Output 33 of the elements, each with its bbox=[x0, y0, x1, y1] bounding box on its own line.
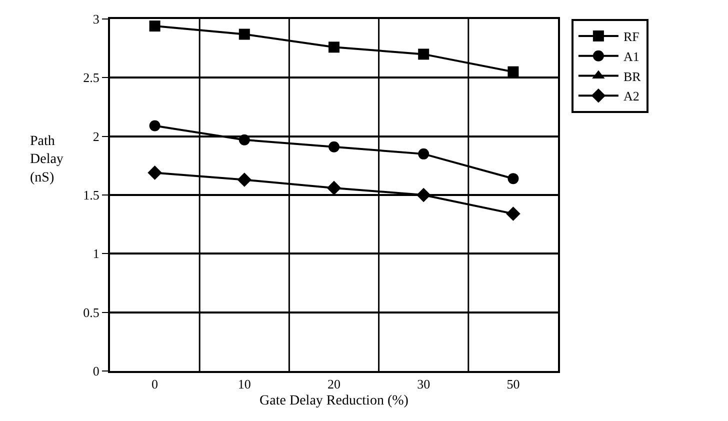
y-tick-label: 2 bbox=[92, 128, 100, 144]
point bbox=[328, 42, 340, 53]
x-tick-label: 0 bbox=[152, 376, 158, 392]
point bbox=[418, 148, 430, 160]
y-tick-label: 1 bbox=[92, 246, 100, 262]
point bbox=[149, 120, 160, 132]
y-tick-label: 3 bbox=[92, 12, 100, 27]
point bbox=[149, 20, 160, 32]
point bbox=[508, 66, 519, 78]
y-tick-label: 2.5 bbox=[83, 70, 100, 86]
point bbox=[148, 166, 162, 180]
legend-label: A1 bbox=[623, 48, 640, 64]
point bbox=[508, 173, 519, 184]
point bbox=[238, 28, 250, 40]
x-tick-label: 10 bbox=[238, 376, 251, 392]
legend-label: RF bbox=[623, 29, 640, 44]
point bbox=[237, 172, 252, 187]
point bbox=[416, 188, 431, 202]
point bbox=[328, 141, 340, 152]
point bbox=[506, 206, 520, 221]
point bbox=[418, 48, 430, 60]
x-tick-label: 30 bbox=[417, 376, 430, 392]
legend-label: BR bbox=[623, 68, 642, 84]
y-axis-title: Path Delay (nS) bbox=[30, 134, 64, 186]
point bbox=[326, 180, 342, 196]
legend-label: A2 bbox=[623, 88, 640, 104]
x-axis-title: Gate Delay Reduction (%) bbox=[260, 393, 409, 408]
y-tick-label: 0 bbox=[92, 364, 100, 379]
y-tick-label: 1.5 bbox=[83, 188, 100, 203]
point bbox=[238, 134, 250, 146]
x-tick-label: 20 bbox=[328, 376, 340, 392]
x-tick-label: 50 bbox=[506, 376, 520, 392]
y-tick-label: 0.5 bbox=[83, 304, 100, 320]
